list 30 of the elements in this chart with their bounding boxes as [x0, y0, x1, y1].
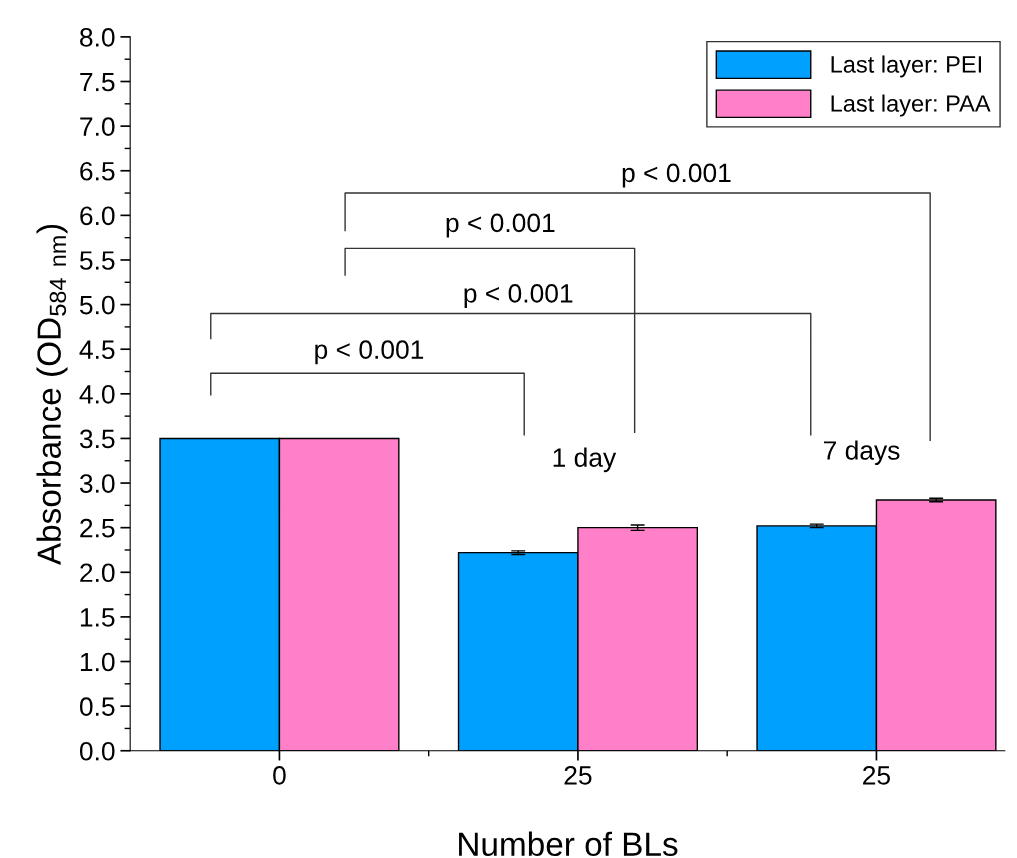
legend-label: Last layer: PEI — [831, 55, 982, 78]
y-tick-label: 5.0 — [79, 295, 115, 315]
y-axis-title: Absorbance (OD$_{584 nm}$) — [36, 224, 68, 566]
y-tick-label: 7.5 — [80, 72, 115, 92]
x-tick-label: 0 — [273, 766, 286, 785]
annotation: p < 0.001 — [464, 284, 573, 308]
legend-label: Last layer: PAA — [831, 94, 991, 117]
y-tick-label: 1.5 — [80, 608, 115, 627]
annotation: p < 0.001 — [622, 163, 731, 188]
x-axis-title: Number of BLs — [459, 831, 678, 857]
y-tick-label: 5.5 — [79, 251, 115, 270]
y-tick-label: 3.0 — [79, 474, 115, 493]
y-tick-label: 0.0 — [79, 741, 115, 761]
y-tick-label: 2.5 — [80, 518, 115, 538]
y-tick-label: 2.0 — [80, 563, 115, 583]
y-tick-label: 6.5 — [80, 161, 115, 181]
annotation: p < 0.001 — [446, 213, 555, 238]
x-tick-label: 25 — [863, 766, 891, 785]
y-tick-label: 4.0 — [79, 384, 115, 404]
y-tick-label: 6.0 — [80, 206, 115, 226]
y-tick-label: 1.0 — [80, 652, 115, 672]
y-tick-label: 0.5 — [79, 697, 115, 716]
y-tick-label: 4.5 — [79, 340, 115, 360]
annotation: 7 days — [823, 440, 900, 466]
y-tick-label: 8.0 — [80, 28, 115, 47]
x-tick-label: 25 — [564, 766, 592, 785]
annotation: 1 day — [553, 447, 617, 473]
y-tick-label: 3.5 — [79, 429, 115, 449]
y-tick-label: 7.0 — [80, 117, 115, 136]
annotation: p < 0.001 — [315, 340, 424, 365]
